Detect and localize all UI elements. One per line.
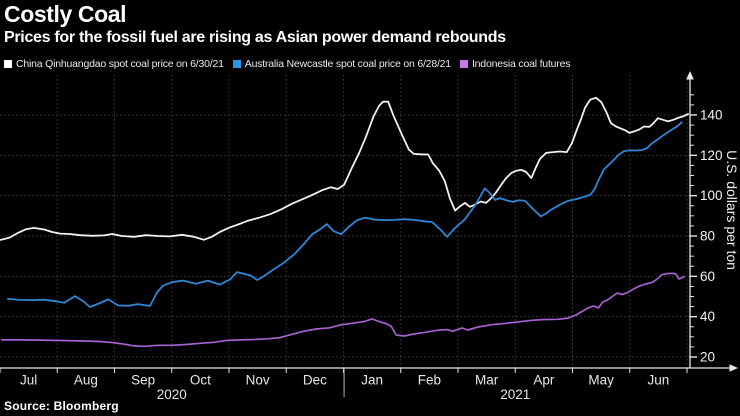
- y-tick-label: 80: [700, 228, 715, 243]
- source-credit: Source: Bloomberg: [4, 399, 119, 413]
- y-tick-label: 40: [700, 309, 715, 324]
- y-tick-label: 100: [700, 188, 723, 203]
- x-month-label: Apr: [533, 373, 555, 388]
- x-year-label: 2021: [500, 387, 530, 402]
- x-month-label: May: [588, 373, 614, 388]
- x-axis-arrow-icon: [729, 364, 738, 372]
- x-month-label: Aug: [74, 373, 98, 388]
- x-month-label: Oct: [190, 373, 211, 388]
- price-line-chart: 20 40 60 80 100 120 140 Jul Aug Sep Oct Nov Dec Jan Fe…: [0, 71, 740, 402]
- axes: [0, 71, 738, 397]
- x-month-label: Jan: [361, 373, 383, 388]
- series-line: [0, 272, 685, 348]
- gridlines: [0, 75, 690, 368]
- y-tick-label: 120: [700, 148, 723, 163]
- x-month-label: Mar: [475, 373, 499, 388]
- legend-item-china: China Qinhuangdao spot coal price on 6/3…: [4, 58, 224, 70]
- legend-item-australia: Australia Newcastle spot coal price on 6…: [232, 58, 451, 70]
- y-tick-label: 140: [700, 107, 723, 122]
- x-year-label: 2020: [157, 387, 187, 402]
- y-tick-label: 60: [700, 269, 715, 284]
- y-axis-arrow-icon: [686, 71, 694, 80]
- legend-label: China Qinhuangdao spot coal price on 6/3…: [16, 58, 224, 70]
- axis-tick-labels: 20 40 60 80 100 120 140 Jul Aug Sep Oct Nov Dec Jan Fe…: [20, 107, 723, 402]
- x-month-label: Jul: [20, 373, 37, 388]
- x-month-label: Nov: [246, 373, 270, 388]
- legend-item-indonesia: Indonesia coal futures: [459, 58, 571, 70]
- y-tick-label: 20: [700, 350, 715, 365]
- legend-label: Australia Newcastle spot coal price on 6…: [244, 58, 451, 70]
- x-month-label: Dec: [303, 373, 327, 388]
- series-line: [7, 121, 683, 308]
- legend-swatch-blue-icon: [232, 60, 241, 68]
- x-month-label: Sep: [131, 373, 155, 388]
- series-lines: [0, 96, 689, 348]
- series-line: [0, 96, 689, 241]
- legend-swatch-white-icon: [4, 60, 12, 68]
- x-month-label: Feb: [418, 373, 441, 388]
- y-axis-title: U.S. dollars per ton: [724, 150, 740, 270]
- legend: China Qinhuangdao spot coal price on 6/3…: [4, 58, 570, 70]
- legend-label: Indonesia coal futures: [471, 58, 571, 70]
- page-subtitle: Prices for the fossil fuel are rising as…: [4, 29, 506, 46]
- page-title: Costly Coal: [4, 1, 127, 27]
- x-month-label: Jun: [647, 373, 669, 388]
- legend-swatch-purple-icon: [459, 60, 468, 68]
